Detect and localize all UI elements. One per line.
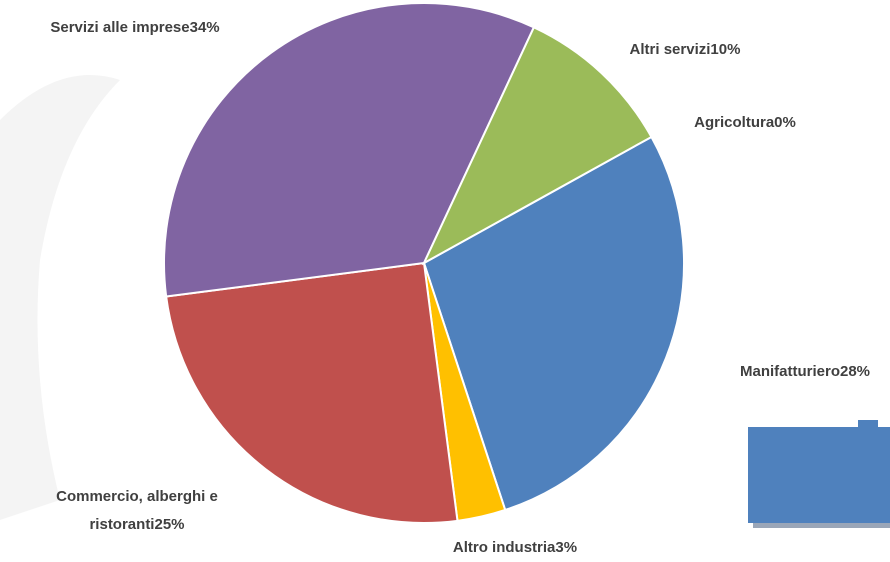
value-label: 25% [154,516,185,533]
data-label: Altri servizi10% [630,36,741,64]
category-label: Altri servizi [629,41,711,58]
data-label: Servizi alle imprese34% [50,14,219,42]
pie-slice [165,261,459,524]
category-label: Manifatturiero [739,363,840,380]
value-label: 28% [839,363,871,380]
data-label: Commercio, alberghi e ristoranti25% [12,483,262,539]
data-label: Altro industria3% [453,534,577,562]
category-label: Servizi alle imprese [50,19,190,36]
pie-slice [163,2,536,298]
pie-slice [421,26,653,266]
category-label: Agricoltura [694,114,775,131]
pie-slice [422,135,685,512]
decoration [748,427,890,523]
background-decoration [0,75,120,520]
value-label: 34% [189,19,220,36]
category-label: Commercio, alberghi e ristoranti [56,488,218,533]
data-label: Agricoltura0% [694,109,796,137]
category-label: Altro industria [452,539,556,556]
data-label: Manifatturiero28% [740,358,870,386]
value-label: 0% [774,114,796,131]
value-label: 10% [710,41,741,58]
pie [163,2,685,524]
value-label: 3% [555,539,578,556]
